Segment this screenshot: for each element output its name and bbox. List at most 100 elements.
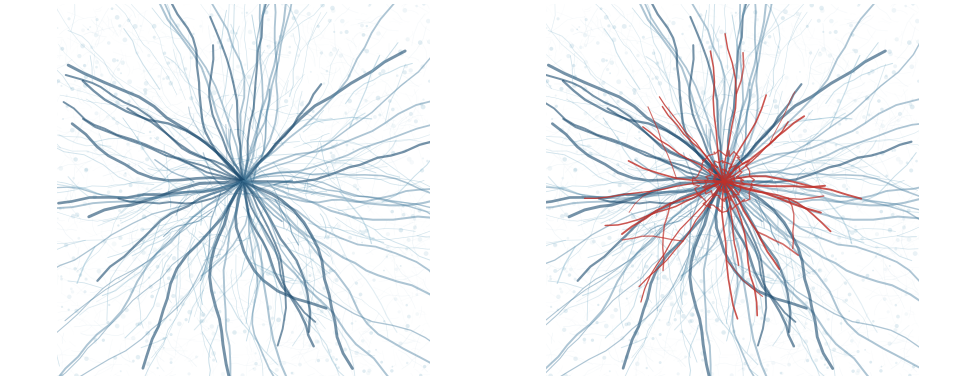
- Point: [632, 135, 648, 141]
- Point: [294, 304, 309, 310]
- Point: [613, 288, 629, 294]
- Point: [671, 309, 686, 315]
- Point: [109, 100, 125, 106]
- Point: [695, 350, 711, 356]
- Point: [878, 74, 894, 80]
- Point: [694, 288, 710, 294]
- Point: [577, 339, 592, 345]
- Point: [209, 27, 224, 33]
- Point: [348, 350, 364, 356]
- Point: [310, 339, 326, 345]
- Point: [262, 305, 277, 311]
- Point: [360, 204, 376, 210]
- Point: [898, 291, 914, 298]
- Point: [598, 323, 614, 329]
- Point: [744, 352, 759, 358]
- Point: [335, 18, 350, 24]
- Point: [844, 338, 860, 344]
- Point: [414, 101, 429, 107]
- Point: [361, 144, 377, 150]
- Point: [292, 362, 307, 368]
- Point: [902, 372, 917, 378]
- Point: [311, 268, 327, 274]
- Point: [881, 49, 897, 55]
- Point: [338, 109, 353, 115]
- Point: [649, 253, 665, 259]
- Point: [888, 246, 904, 252]
- Point: [110, 66, 126, 73]
- Point: [419, 250, 434, 256]
- Point: [89, 17, 104, 23]
- Point: [367, 114, 383, 120]
- Point: [741, 60, 756, 66]
- Point: [566, 201, 582, 207]
- Point: [331, 365, 346, 371]
- Point: [357, 69, 373, 75]
- Point: [806, 270, 822, 276]
- Point: [237, 62, 253, 68]
- Point: [361, 318, 377, 325]
- Point: [556, 266, 572, 272]
- Point: [694, 308, 710, 314]
- Point: [133, 23, 148, 29]
- Point: [122, 79, 138, 85]
- Point: [256, 321, 271, 328]
- Point: [824, 18, 839, 24]
- Point: [599, 222, 615, 228]
- Point: [100, 114, 115, 120]
- Point: [142, 267, 158, 273]
- Point: [888, 360, 904, 366]
- Point: [415, 64, 430, 70]
- Point: [360, 370, 376, 376]
- Point: [602, 70, 618, 76]
- Point: [799, 358, 815, 364]
- Point: [672, 95, 688, 101]
- Point: [166, 293, 182, 299]
- Point: [342, 98, 357, 104]
- Point: [286, 15, 302, 21]
- Point: [901, 236, 916, 242]
- Point: [276, 360, 292, 366]
- Point: [352, 228, 368, 234]
- Point: [278, 98, 294, 104]
- Point: [609, 141, 625, 147]
- Point: [849, 130, 865, 136]
- Point: [89, 110, 104, 116]
- Point: [566, 289, 582, 295]
- Point: [863, 359, 878, 365]
- Point: [626, 214, 641, 220]
- Point: [675, 313, 691, 319]
- Point: [392, 340, 408, 347]
- Point: [602, 217, 618, 223]
- Point: [398, 147, 414, 153]
- Point: [600, 276, 616, 282]
- Point: [163, 331, 179, 337]
- Point: [412, 207, 427, 214]
- Point: [877, 266, 893, 272]
- Point: [682, 23, 698, 29]
- Point: [793, 133, 808, 139]
- Point: [819, 341, 834, 347]
- Point: [74, 266, 90, 272]
- Point: [422, 39, 437, 45]
- Point: [164, 59, 180, 65]
- Point: [642, 12, 658, 18]
- Point: [713, 29, 729, 35]
- Point: [135, 238, 150, 244]
- Point: [653, 307, 669, 314]
- Point: [694, 278, 710, 284]
- Point: [874, 106, 890, 112]
- Point: [183, 95, 199, 101]
- Point: [849, 370, 865, 376]
- Point: [753, 315, 769, 321]
- Point: [632, 284, 648, 290]
- Point: [577, 146, 592, 152]
- Point: [876, 296, 892, 302]
- Point: [102, 302, 117, 308]
- Point: [598, 120, 614, 126]
- Point: [325, 8, 341, 14]
- Point: [596, 355, 612, 361]
- Point: [127, 256, 142, 262]
- Point: [206, 90, 222, 96]
- Point: [213, 289, 228, 295]
